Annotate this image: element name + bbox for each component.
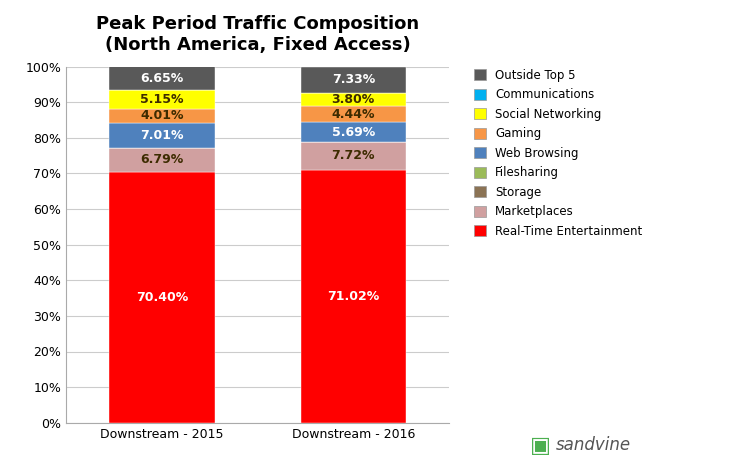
Bar bbox=[300, 122, 406, 142]
Text: 71.02%: 71.02% bbox=[328, 290, 379, 303]
Bar bbox=[300, 66, 406, 93]
Bar bbox=[109, 66, 215, 90]
Text: 5.15%: 5.15% bbox=[140, 93, 184, 106]
Title: Peak Period Traffic Composition
(North America, Fixed Access): Peak Period Traffic Composition (North A… bbox=[96, 15, 420, 54]
Text: ▣: ▣ bbox=[530, 436, 551, 456]
Text: sandvine: sandvine bbox=[556, 436, 631, 454]
Text: 4.01%: 4.01% bbox=[140, 109, 184, 122]
Bar bbox=[109, 148, 215, 172]
Bar bbox=[300, 106, 406, 122]
Text: 7.33%: 7.33% bbox=[332, 73, 375, 86]
Legend: Outside Top 5, Communications, Social Networking, Gaming, Web Browsing, Fileshar: Outside Top 5, Communications, Social Ne… bbox=[470, 65, 645, 241]
Bar bbox=[300, 93, 406, 106]
Text: 6.79%: 6.79% bbox=[141, 153, 183, 166]
Bar bbox=[300, 170, 406, 423]
Bar bbox=[300, 142, 406, 170]
Bar bbox=[109, 90, 215, 108]
Text: 3.80%: 3.80% bbox=[332, 93, 375, 106]
Text: 5.69%: 5.69% bbox=[332, 125, 375, 139]
Bar bbox=[109, 108, 215, 123]
Bar bbox=[109, 172, 215, 423]
Text: 6.65%: 6.65% bbox=[141, 72, 183, 85]
Bar bbox=[109, 123, 215, 148]
Text: 7.01%: 7.01% bbox=[140, 129, 184, 142]
Text: 70.40%: 70.40% bbox=[136, 291, 188, 304]
Text: 7.72%: 7.72% bbox=[331, 150, 375, 162]
Text: 4.44%: 4.44% bbox=[331, 107, 375, 121]
